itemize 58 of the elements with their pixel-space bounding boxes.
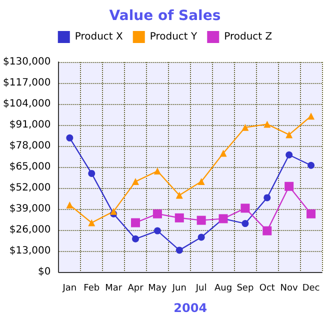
point — [196, 216, 206, 225]
x-tick-label: Mar — [105, 284, 122, 294]
point — [286, 151, 293, 158]
legend-label: Product Z — [224, 32, 272, 42]
point — [88, 170, 96, 177]
y-tick-label: $13,000 — [9, 246, 51, 256]
point — [262, 226, 272, 236]
point — [220, 150, 227, 157]
legend-label: Product Y — [150, 32, 198, 42]
x-tick-label: Feb — [84, 284, 100, 294]
point — [154, 168, 161, 175]
point — [264, 120, 271, 128]
point — [242, 220, 249, 228]
y-tick-label: $130,000 — [2, 56, 51, 68]
x-tick-label: May — [148, 284, 168, 294]
point — [132, 235, 140, 242]
legend-label: Product X — [74, 32, 124, 42]
y-tick-label: $104,000 — [2, 98, 51, 110]
x-tick-label: Sep — [236, 284, 254, 294]
point — [152, 209, 162, 218]
point — [176, 192, 183, 199]
point — [198, 234, 205, 241]
x-tick-label: Jan — [62, 284, 77, 294]
y-tick-label: $0 — [38, 266, 51, 278]
point — [131, 218, 140, 228]
x-tick-label: Jun — [171, 284, 186, 294]
point — [132, 178, 140, 186]
point — [264, 194, 271, 202]
point — [242, 124, 249, 131]
point — [110, 208, 118, 215]
point — [308, 112, 315, 120]
point — [176, 246, 183, 254]
point — [306, 209, 316, 218]
x-tick-label: Dec — [302, 284, 320, 294]
y-tick-label: $52,000 — [9, 182, 51, 194]
point — [66, 201, 74, 208]
point — [308, 162, 315, 169]
point — [284, 182, 294, 191]
y-tick-label: $39,000 — [9, 204, 51, 214]
x-tick-label: Apr — [128, 284, 144, 294]
x-tick-label: Aug — [214, 284, 232, 294]
chart-title: Value of Sales — [109, 8, 221, 24]
y-tick-label: $78,000 — [9, 140, 51, 152]
x-tick-label: Nov — [280, 284, 299, 294]
point — [240, 204, 250, 213]
y-tick-label: $117,000 — [2, 78, 51, 88]
y-tick-label: $91,000 — [9, 120, 51, 130]
y-tick-label: $26,000 — [9, 224, 51, 236]
x-axis-title: 2004 — [174, 301, 208, 315]
point — [66, 134, 74, 142]
y-tick-label: $65,000 — [9, 162, 51, 172]
point — [174, 213, 184, 222]
point — [198, 178, 205, 186]
x-tick-label: Jul — [194, 284, 207, 294]
point — [286, 131, 293, 138]
point — [88, 219, 96, 226]
x-tick-label: Oct — [259, 284, 276, 294]
point — [154, 227, 161, 234]
